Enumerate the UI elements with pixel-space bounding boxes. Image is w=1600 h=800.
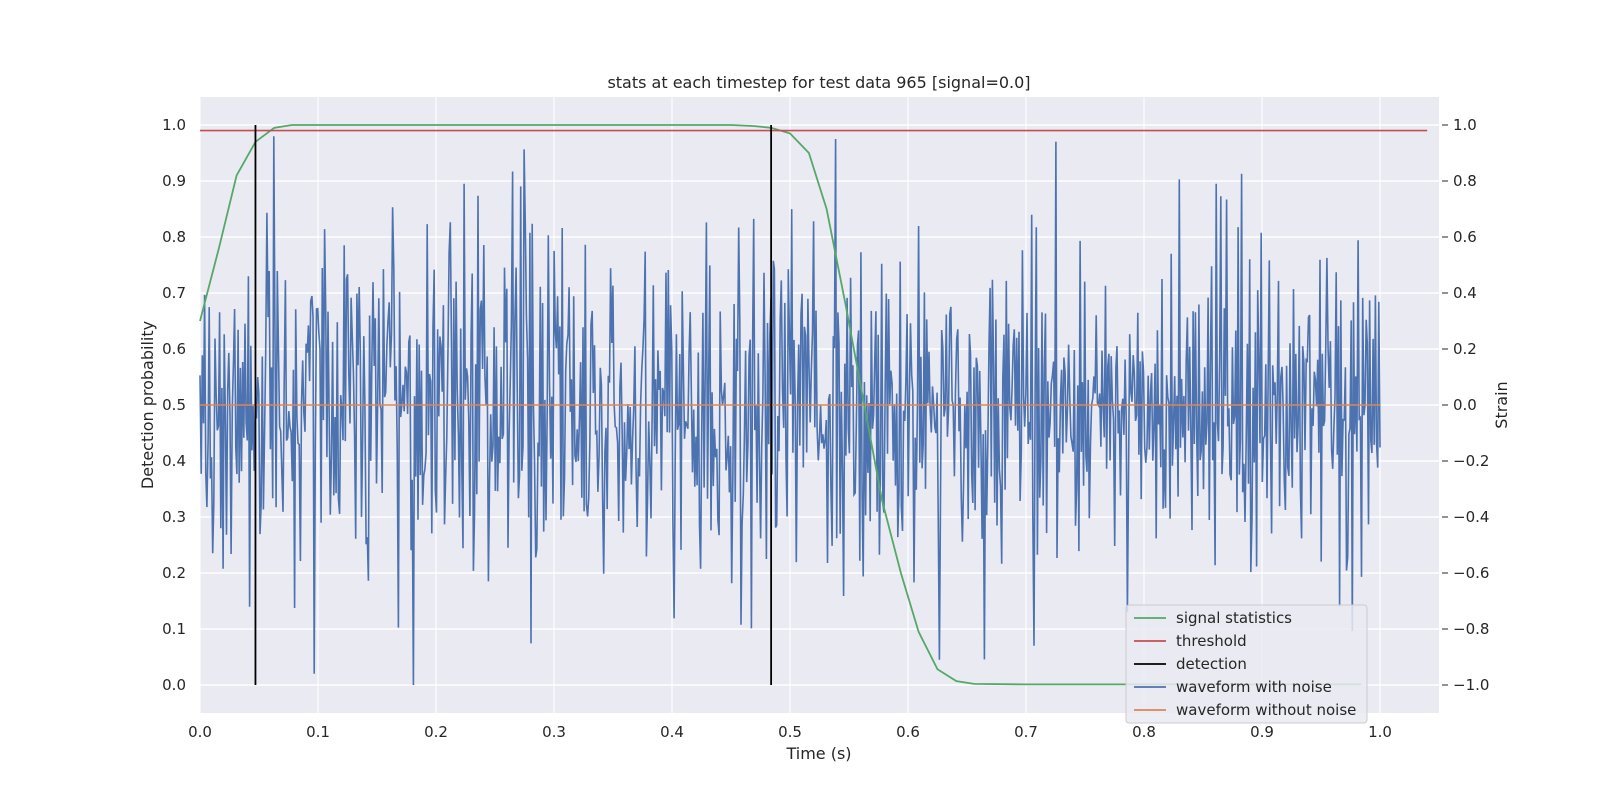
y-right-tick-label: 0.4	[1453, 284, 1477, 302]
y-right-tick-label: 0.6	[1453, 228, 1477, 246]
x-axis-label: Time (s)	[785, 744, 851, 763]
y-right-tick-label: −0.2	[1453, 452, 1489, 470]
x-tick-label: 0.2	[424, 723, 448, 741]
y-left-tick-label: 0.4	[162, 452, 186, 470]
x-tick-label: 0.4	[660, 723, 684, 741]
y-left-tick-label: 0.9	[162, 172, 186, 190]
chart-title: stats at each timestep for test data 965…	[607, 73, 1030, 92]
y-right-tick-label: −1.0	[1453, 676, 1489, 694]
y-right-tick-label: 0.2	[1453, 340, 1477, 358]
legend-box	[1125, 604, 1368, 724]
y-right-tick-label: 0.8	[1453, 172, 1477, 190]
y-left-tick-label: 0.2	[162, 564, 186, 582]
y-left-axis-label: Detection probability	[138, 321, 157, 489]
y-right-tick-label: 0.0	[1453, 396, 1477, 414]
y-left-tick-label: 0.3	[162, 508, 186, 526]
x-tick-label: 0.3	[542, 723, 566, 741]
y-left-tick-label: 0.7	[162, 284, 186, 302]
y-left-tick-label: 0.5	[162, 396, 186, 414]
legend-label: detection	[1176, 655, 1247, 673]
y-left-axis-ticks: 0.0 0.1 0.2 0.3 0.4 0.5 0.6 0.7 0.8 0.9 1.0	[162, 116, 186, 694]
y-right-tick-label: −0.8	[1453, 620, 1489, 638]
y-left-tick-label: 0.8	[162, 228, 186, 246]
legend-label: threshold	[1176, 632, 1247, 650]
y-right-tick-label: −0.6	[1453, 564, 1489, 582]
signal-statistics-line	[199, 124, 1362, 686]
legend-label: waveform with noise	[1176, 678, 1332, 696]
x-tick-label: 0.6	[896, 723, 920, 741]
x-tick-label: 1.0	[1368, 723, 1392, 741]
plot-area	[199, 124, 1428, 686]
y-right-tick-label: −0.4	[1453, 508, 1489, 526]
legend-label: waveform without noise	[1176, 701, 1356, 719]
y-left-tick-label: 0.6	[162, 340, 186, 358]
y-left-tick-label: 0.0	[162, 676, 186, 694]
x-tick-label: 0.7	[1014, 723, 1038, 741]
legend-label: signal statistics	[1176, 609, 1292, 627]
y-left-tick-label: 1.0	[162, 116, 186, 134]
waveform-with-noise-line	[199, 136, 1381, 686]
y-right-axis-label: Strain	[1492, 381, 1511, 428]
x-tick-label: 0.9	[1250, 723, 1274, 741]
x-tick-label: 0.0	[188, 723, 212, 741]
x-tick-label: 0.5	[778, 723, 802, 741]
legend: signal statistics threshold detection wavef…	[1125, 604, 1368, 724]
x-tick-label: 0.1	[306, 723, 330, 741]
y-right-axis-ticks: −1.0 −0.8 −0.6 −0.4 −0.2 0.0 0.2 0.4 0.6 0.8 1.0	[1442, 116, 1489, 694]
y-right-tick-label: 1.0	[1453, 116, 1477, 134]
x-axis-ticks: 0.0 0.1 0.2 0.3 0.4 0.5 0.6 0.7 0.8 0.9 1.0	[188, 723, 1392, 741]
y-left-tick-label: 0.1	[162, 620, 186, 638]
x-tick-label: 0.8	[1132, 723, 1156, 741]
